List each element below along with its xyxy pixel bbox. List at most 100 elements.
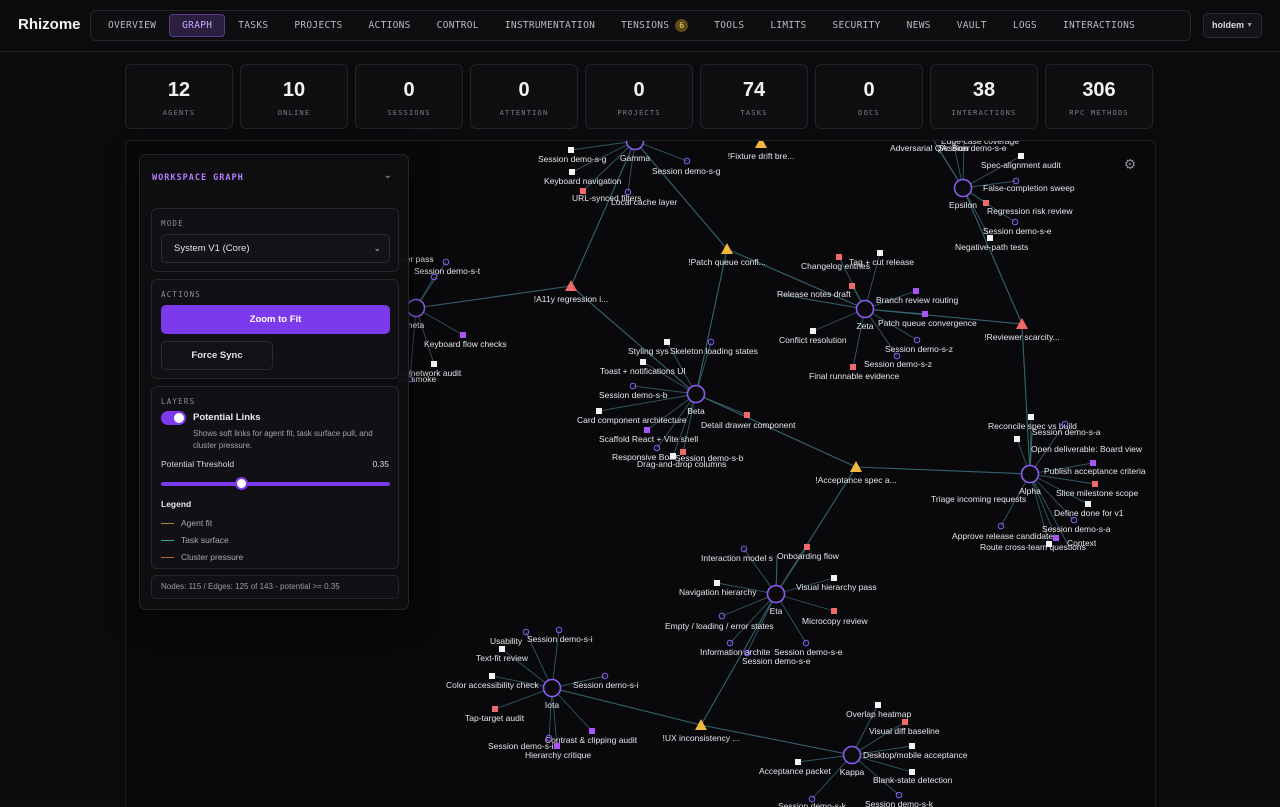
- edge: [409, 307, 417, 380]
- task-label: Session demo-s-e: [938, 143, 1007, 153]
- stat-value: 74: [742, 79, 766, 101]
- task-label: URL-synced filters: [572, 193, 641, 203]
- task-node: [877, 250, 883, 256]
- potential-links-description: Shows soft links for agent fit, task sur…: [193, 429, 373, 450]
- tension-node: [695, 719, 707, 730]
- task-label: Session demo-s-g: [652, 166, 721, 176]
- task-label: Session demo-s-i: [527, 634, 593, 644]
- task-node: [431, 361, 437, 367]
- agent-label: Zeta: [856, 321, 873, 331]
- tab-tasks[interactable]: TASKS: [225, 14, 281, 37]
- zoom-to-fit-button[interactable]: Zoom to Fit: [161, 305, 390, 334]
- stat-card-tasks[interactable]: 74 TASKS: [700, 64, 808, 129]
- tab-label: INTERACTIONS: [1062, 20, 1136, 31]
- stat-card-interactions[interactable]: 38 INTERACTIONS: [930, 64, 1038, 129]
- task-node: [795, 759, 801, 765]
- tab-limits[interactable]: LIMITS: [757, 14, 819, 37]
- tab-vault[interactable]: VAULT: [944, 14, 1000, 37]
- session-node: [913, 336, 921, 344]
- stat-card-online[interactable]: 10 ONLINE: [240, 64, 348, 129]
- edge: [746, 593, 777, 654]
- task-label: der pass: [401, 254, 434, 264]
- edge: [851, 754, 913, 773]
- task-label: Patch queue convergence: [878, 318, 977, 328]
- tab-logs[interactable]: LOGS: [1000, 14, 1050, 37]
- task-label: Responsive Boar: [612, 452, 677, 462]
- legend-item-task-surface: Task surface: [161, 534, 229, 546]
- task-label: Session demo-s-a: [1042, 524, 1111, 534]
- task-label: Desktop/mobile acceptance: [863, 750, 968, 760]
- force-sync-button[interactable]: Force Sync: [161, 341, 273, 370]
- task-label: Final runnable evidence: [809, 371, 900, 381]
- task-label: Session demo-s-a: [1032, 427, 1101, 437]
- edge: [571, 141, 636, 173]
- stat-card-docs[interactable]: 0 DOCS: [815, 64, 923, 129]
- threshold-slider[interactable]: [161, 477, 390, 490]
- agent-label: Gamma: [620, 153, 651, 163]
- actions-label: ACTIONS: [161, 290, 202, 299]
- graph-stats-footer: Nodes: 115 / Edges: 125 of 143 - potenti…: [151, 575, 399, 599]
- task-label: Microcopy review: [802, 616, 869, 626]
- edge: [775, 593, 807, 644]
- task-label: Session demo-s-i: [573, 680, 639, 690]
- task-label: Session demo-s-k: [778, 801, 847, 807]
- tab-overview[interactable]: OVERVIEW: [95, 14, 169, 37]
- edge: [672, 393, 697, 457]
- agent-label: Eta: [770, 606, 783, 616]
- stat-value: 38: [972, 79, 996, 101]
- gear-icon[interactable]: ⚙: [1123, 156, 1137, 172]
- workspace-graph[interactable]: Session demo-s-g Keyboard navigation URL-s…: [126, 141, 1156, 807]
- edge: [811, 754, 853, 800]
- stat-card-rpc-methods[interactable]: 306 RPC METHODS: [1045, 64, 1153, 129]
- user-menu[interactable]: holdem ▼: [1203, 13, 1262, 38]
- tab-label: PROJECTS: [294, 20, 343, 31]
- tab-actions[interactable]: ACTIONS: [356, 14, 424, 37]
- session-node: [1070, 516, 1078, 524]
- workspace-graph-panel: WORKSPACE GRAPH ⌄ MODE System V1 (Core) …: [139, 154, 409, 610]
- stat-value: 0: [863, 79, 875, 101]
- stat-card-sessions[interactable]: 0 SESSIONS: [355, 64, 463, 129]
- edge: [551, 687, 702, 726]
- stat-label: RPC METHODS: [1069, 109, 1129, 117]
- tab-instrumentation[interactable]: INSTRUMENTATION: [492, 14, 608, 37]
- tension-label: !UX inconsistency ...: [662, 733, 739, 743]
- stat-label: ATTENTION: [499, 109, 549, 117]
- tab-tools[interactable]: TOOLS: [701, 14, 757, 37]
- edge: [1029, 462, 1094, 475]
- task-node: [913, 288, 919, 294]
- tab-interactions[interactable]: INTERACTIONS: [1050, 14, 1148, 37]
- edge: [494, 687, 553, 710]
- stat-card-agents[interactable]: 12 AGENTS: [125, 64, 233, 129]
- mode-select[interactable]: System V1 (Core) ⌄: [161, 234, 390, 263]
- edge: [695, 393, 857, 468]
- task-node: [589, 728, 595, 734]
- edge: [1029, 473, 1089, 505]
- task-label: Branch review routing: [876, 295, 958, 305]
- tab-control[interactable]: CONTROL: [424, 14, 492, 37]
- tension-label: !Reviewer scarcity...: [984, 332, 1059, 342]
- panel-title: WORKSPACE GRAPH: [152, 173, 244, 183]
- task-label: Usability: [490, 636, 523, 646]
- task-label: Keyboard flow checks: [424, 339, 507, 349]
- tab-security[interactable]: SECURITY: [820, 14, 894, 37]
- session-node: [555, 626, 563, 634]
- nav-items: OVERVIEW GRAPH TASKS PROJECTS ACTIONS CONTROL…: [95, 14, 1148, 37]
- legend-swatch: [161, 556, 174, 558]
- agent-label: heta: [408, 320, 425, 330]
- stat-card-projects[interactable]: 0 PROJECTS: [585, 64, 693, 129]
- tab-graph[interactable]: GRAPH: [169, 14, 226, 37]
- edge: [570, 285, 697, 395]
- slider-thumb[interactable]: [235, 477, 249, 490]
- stat-card-attention[interactable]: 0 ATTENTION: [470, 64, 578, 129]
- chevron-down-icon[interactable]: ⌄: [383, 170, 392, 181]
- edge: [864, 308, 918, 341]
- legend-label: Task surface: [181, 535, 229, 545]
- app-logo[interactable]: Rhizome: [18, 16, 81, 33]
- edge: [775, 577, 835, 595]
- tab-news[interactable]: NEWS: [894, 14, 944, 37]
- tab-projects[interactable]: PROJECTS: [281, 14, 355, 37]
- potential-links-toggle[interactable]: [161, 411, 186, 425]
- edge: [852, 308, 866, 368]
- tab-tensions[interactable]: TENSIONS 6: [608, 14, 701, 37]
- legend-item-cluster-pressure: Cluster pressure: [161, 551, 243, 563]
